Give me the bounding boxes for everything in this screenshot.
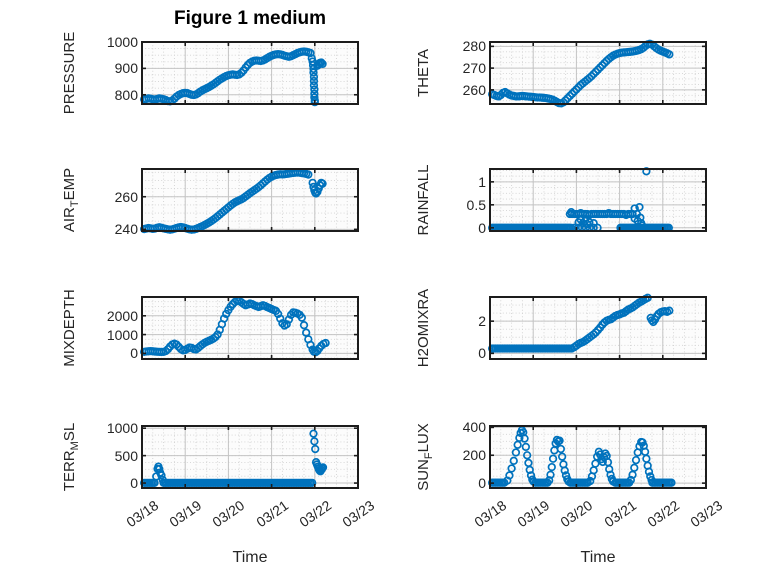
h2omixra-ytick-2: 2	[478, 313, 486, 330]
h2omixra-ylabel: H2OMIXRA	[414, 253, 434, 403]
xtick-03-22-left: 03/22	[296, 497, 334, 531]
mixdepth-plot-area	[134, 289, 366, 367]
ylabel-text: AIR	[61, 207, 78, 233]
sun-flux-plot-area	[482, 418, 714, 496]
h2omixra-ytick-0: 0	[478, 345, 486, 362]
ylabel-text: PRESSURE	[61, 31, 78, 115]
xtick-03-18-right: 03/18	[471, 497, 510, 531]
sun-flux-ylabel: SUNFLUX	[414, 382, 435, 532]
air_temp-ytick-240: 240	[114, 221, 138, 238]
mixdepth-ylabel: MIXDEPTH	[60, 253, 80, 403]
rainfall-ytick-0: 0	[478, 219, 486, 236]
xtick-03-21-left: 03/21	[252, 497, 291, 531]
mixdepth-ytick-0: 0	[130, 345, 138, 362]
xtick-03-19-right: 03/19	[514, 497, 553, 531]
sun_flux-ytick-0: 0	[478, 475, 486, 492]
ylabel-subscript: T	[69, 200, 81, 208]
air_temp-ytick-260: 260	[114, 188, 138, 205]
terr_msl-ytick-0: 0	[130, 475, 138, 492]
time-axis-label-left: Time	[232, 549, 268, 566]
ylabel-text: RAINFALL	[415, 164, 432, 236]
theta-plot-area	[482, 34, 714, 112]
xtick-03-21-right: 03/21	[600, 497, 639, 531]
ylabel-text: TERR	[61, 450, 78, 492]
sun_flux-ytick-200: 200	[462, 447, 486, 464]
ylabel-subscript: M	[69, 441, 81, 451]
air-temp-plot-area	[134, 161, 366, 239]
terr_msl-ytick-500: 500	[114, 447, 138, 464]
pressure-ytick-1000: 1000	[106, 34, 138, 50]
xtick-03-23-right: 03/23	[687, 497, 726, 531]
mixdepth-ytick-1000: 1000	[106, 326, 138, 343]
pressure-plot-area	[134, 34, 366, 112]
ylabel-text: MIXDEPTH	[61, 289, 78, 367]
h2omixra-plot-area	[482, 289, 714, 367]
xtick-03-20-right: 03/20	[557, 497, 596, 531]
ylabel-text: SL	[61, 422, 78, 442]
time-axis-label-right: Time	[580, 549, 616, 566]
xtick-03-22-right: 03/22	[644, 497, 682, 531]
rainfall-ytick-0.5: 0.5	[466, 196, 486, 213]
sun_flux-ytick-400: 400	[462, 419, 486, 436]
terr-msl-plot-area	[134, 418, 366, 496]
ylabel-subscript: F	[423, 452, 435, 460]
ylabel-text: EMP	[61, 167, 78, 201]
rainfall-ytick-1: 1	[478, 173, 486, 190]
xtick-03-18-left: 03/18	[123, 497, 162, 531]
ylabel-text: H2OMIXRA	[415, 288, 432, 368]
ylabel-text: LUX	[415, 423, 432, 453]
ylabel-text: THETA	[415, 48, 432, 98]
xtick-03-23-left: 03/23	[339, 497, 378, 531]
terr_msl-ytick-1000: 1000	[106, 420, 138, 437]
terr-msl-ylabel: TERRMSL	[60, 382, 81, 532]
theta-ytick-260: 260	[462, 81, 486, 98]
theta-ytick-270: 270	[462, 60, 486, 77]
figure-title: Figure 1 medium	[173, 8, 327, 29]
mixdepth-ytick-2000: 2000	[106, 307, 138, 324]
ylabel-text: SUN	[415, 459, 432, 491]
pressure-ytick-800: 800	[114, 86, 138, 103]
theta-ytick-280: 280	[462, 38, 486, 55]
xtick-03-20-left: 03/20	[209, 497, 248, 531]
rainfall-plot-area	[482, 161, 714, 239]
pressure-ytick-900: 900	[114, 60, 138, 77]
xtick-03-19-left: 03/19	[166, 497, 205, 531]
